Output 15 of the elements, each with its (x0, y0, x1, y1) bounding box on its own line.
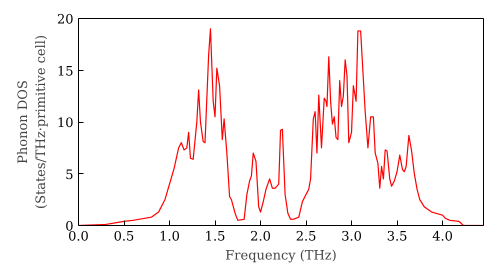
x-tick-label: 3.5 (386, 230, 408, 244)
y-tick-label: 10 (56, 116, 74, 131)
x-tick-label: 0.5 (114, 230, 134, 244)
y-tick-label: 5 (65, 168, 74, 183)
x-tick-label: 2.0 (250, 230, 271, 244)
x-axis-title: Frequency (THz) (225, 248, 337, 264)
y-axis-title: Phonon DOS (States/THz·primitive cell) (16, 34, 49, 209)
x-tick-label: 3.0 (341, 230, 362, 244)
x-tick-label: 0.0 (68, 230, 89, 244)
y-tick-label: 15 (56, 64, 74, 80)
y-tick-label: 20 (56, 12, 74, 28)
x-tick-label: 2.5 (296, 230, 316, 244)
x-tick-label: 1.0 (159, 230, 180, 244)
x-tick-label: 4.0 (432, 230, 453, 244)
x-tick-label: 1.5 (204, 230, 226, 244)
